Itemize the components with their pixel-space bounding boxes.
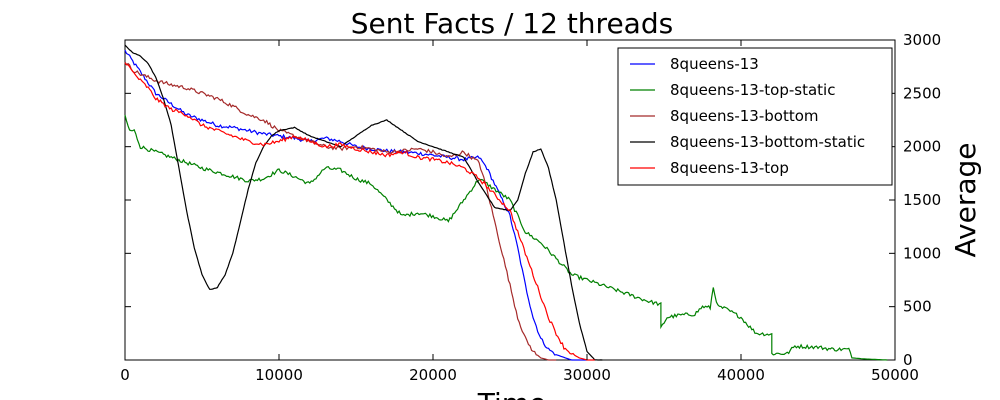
legend-label: 8queens-13	[670, 55, 759, 73]
x-tick-label: 10000	[255, 366, 303, 384]
y-tick-label: 500	[903, 298, 932, 316]
chart-title: Sent Facts / 12 threads	[351, 7, 673, 40]
legend-box	[617, 47, 893, 186]
legend-label: 8queens-13-top	[670, 159, 789, 177]
y-axis-label: Average	[949, 143, 982, 258]
x-tick-label: 30000	[563, 366, 611, 384]
x-axis-label: Time	[477, 387, 547, 400]
x-axis: 0 10000 20000 30000 40000 50000	[120, 40, 919, 384]
y-tick-label: 2500	[903, 84, 941, 102]
y-tick-label: 1000	[903, 244, 941, 262]
series-layer	[124, 44, 888, 361]
y-tick-label: 2000	[903, 138, 941, 156]
series-line-8queens-13-bottom-static	[124, 44, 603, 361]
series-line-8queens-13-top-static	[124, 114, 888, 361]
series-line-8queens-13	[124, 49, 587, 361]
y-tick-label: 3000	[903, 31, 941, 49]
y-axis-right: 0 500 1000 1500 2000 2500 3000	[125, 31, 941, 369]
legend-label: 8queens-13-bottom	[670, 107, 819, 125]
series-line-8queens-13-bottom	[124, 61, 557, 361]
legend: 8queens-13 8queens-13-top-static 8queens-1…	[617, 47, 893, 186]
series-line-8queens-13-top	[124, 62, 595, 361]
y-tick-label: 0	[903, 351, 913, 369]
y-tick-label: 1500	[903, 191, 941, 209]
legend-label: 8queens-13-bottom-static	[670, 133, 865, 151]
x-tick-label: 20000	[409, 366, 457, 384]
x-tick-label: 50000	[871, 366, 919, 384]
x-tick-label: 0	[120, 366, 130, 384]
legend-label: 8queens-13-top-static	[670, 81, 835, 99]
x-tick-label: 40000	[717, 366, 765, 384]
